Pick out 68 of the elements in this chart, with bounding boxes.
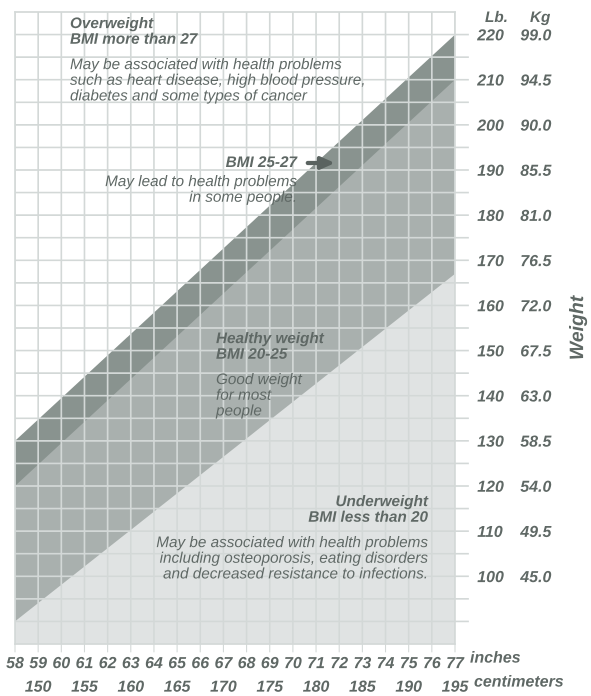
y2-axis-title: Weight — [569, 295, 588, 359]
y2-tick-label: 81.0 — [520, 210, 552, 222]
y2-tick-label: 85.5 — [520, 164, 552, 176]
y2-tick-label: 67.5 — [521, 345, 552, 357]
x-tick-label: 70 — [285, 656, 302, 668]
y-tick-label: 180 — [477, 210, 504, 222]
x-tick-label: 75 — [400, 657, 418, 668]
x-axis-title: inches — [470, 651, 520, 663]
x2-tick-label: 165 — [164, 680, 191, 692]
y-tick-label: 120 — [477, 480, 504, 492]
x2-tick-label: 185 — [349, 680, 376, 692]
x2-tick-label: 195 — [442, 680, 469, 692]
x2-tick-label: 175 — [256, 680, 284, 692]
x-tick-label: 77 — [447, 657, 465, 668]
x-tick-label: 67 — [215, 656, 233, 668]
y2-tick-label: 90.0 — [520, 119, 552, 131]
y2-tick-label: 54.0 — [520, 480, 552, 492]
y-tick-label: 170 — [477, 254, 504, 266]
y-tick-label: 110 — [477, 526, 503, 538]
y-tick-label: 160 — [477, 300, 504, 312]
annotation: May be associated with health problems such as heart disease, high blood pressure, diabetes and some types of cancer — [70, 58, 364, 104]
x-tick-label: 61 — [76, 656, 92, 668]
y-tick-label: 130 — [477, 435, 504, 447]
x-tick-label: 66 — [192, 656, 210, 668]
y2-tick-label: 94.5 — [520, 74, 552, 86]
x2-tick-label: 170 — [210, 680, 237, 692]
x-tick-label: 76 — [424, 656, 441, 668]
y2-tick-label: 99.0 — [520, 29, 552, 41]
y-tick-label: 150 — [477, 345, 504, 357]
y2-tick-label: 76.5 — [521, 254, 552, 266]
x2-axis-title: centimeters — [474, 675, 564, 687]
x-tick-label: 71 — [308, 657, 324, 668]
text: Kg — [530, 11, 550, 26]
x-tick-label: 58 — [6, 656, 24, 668]
x2-tick-label: 180 — [302, 680, 330, 692]
y-tick-label: 140 — [477, 390, 504, 402]
x2-tick-label: 160 — [118, 680, 144, 692]
annotation: Healthy weight BMI 20-25 — [216, 332, 324, 359]
y2-tick-label: 58.5 — [520, 436, 552, 447]
y2-tick-label: 49.5 — [520, 526, 552, 538]
y2-tick-label: 45.0 — [520, 570, 552, 582]
y-tick-label: 100 — [477, 570, 504, 582]
annotation: BMI 25-27 — [226, 156, 298, 168]
y2-tick-label: 72.0 — [521, 300, 552, 312]
x2-tick-label: 155 — [71, 680, 98, 692]
y-tick-label: 190 — [477, 164, 504, 176]
x-tick-label: 63 — [122, 656, 140, 668]
x2-tick-label: 150 — [25, 680, 52, 692]
x-tick-label: 64 — [146, 656, 163, 668]
y-tick-label: 200 — [476, 119, 504, 131]
x-tick-label: 69 — [262, 656, 279, 668]
x-tick-label: 59 — [29, 656, 47, 668]
y2-tick-label: 63.0 — [521, 390, 552, 402]
annotation: Underweight BMI less than 20 — [308, 495, 429, 522]
x-tick-label: 73 — [354, 656, 372, 668]
annotation: May be associated with health problems including osteoporosis, eating disorders and decreased resistance to infections. — [156, 536, 428, 579]
x-tick-label: 62 — [99, 656, 116, 668]
x-tick-label: 72 — [331, 656, 348, 668]
y-tick-label: 210 — [476, 74, 504, 86]
x2-tick-label: 190 — [396, 680, 422, 692]
text: Lb. — [485, 10, 507, 22]
annotation: Overweight BMI more than 27 — [70, 17, 198, 44]
x-tick-label: 74 — [378, 657, 394, 668]
annotation: Good weight for most people — [216, 373, 302, 419]
x-tick-label: 68 — [238, 656, 256, 668]
x-tick-label: 60 — [53, 656, 70, 668]
y-tick-label: 220 — [476, 29, 504, 41]
x-tick-label: 65 — [168, 656, 186, 668]
